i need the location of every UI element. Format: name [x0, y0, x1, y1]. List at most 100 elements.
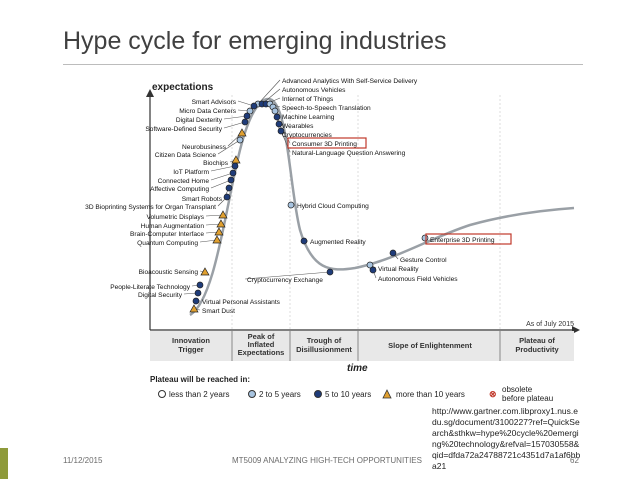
circle-marker-icon: [194, 289, 202, 297]
footer-accent-bar: [0, 448, 8, 479]
technology-label: Cryptocurrency Exchange: [247, 277, 323, 284]
leader-line: [223, 121, 246, 129]
technology-label: Volumetric Displays: [146, 214, 204, 221]
phase-peak: Peak of Inflated Expectations: [238, 332, 285, 357]
technology-label: Digital Dexterity: [176, 117, 223, 124]
circle-marker-icon: [300, 237, 308, 245]
legend-light-circle-icon: [248, 390, 256, 398]
circle-marker-icon: [192, 297, 200, 305]
legend-triangle-icon: [382, 389, 392, 399]
triangle-marker-icon: [237, 128, 247, 137]
legend-item: obsolete before plateau: [502, 385, 553, 403]
y-axis-label: expectations: [152, 82, 214, 93]
technology-label: Machine Learning: [282, 114, 335, 121]
source-url[interactable]: http://www.gartner.com.libproxy1.nus.edu…: [432, 406, 581, 471]
triangle-marker-icon: [216, 219, 226, 228]
triangle-marker-icon: [200, 267, 210, 276]
circle-marker-icon: [246, 107, 254, 115]
technology-label: Virtual Personal Assistants: [202, 299, 281, 306]
technology-label: Citizen Data Science: [155, 152, 217, 159]
circle-marker-icon: [366, 261, 374, 269]
technology-label: Gesture Control: [400, 257, 447, 264]
slide-title: Hype cycle for emerging industries: [63, 27, 447, 55]
leader-line: [210, 172, 234, 181]
triangle-marker-icon: [212, 235, 222, 244]
technology-label: Natural-Language Question Answering: [292, 150, 406, 157]
technology-markers: [183, 79, 429, 313]
technology-label: Brain-Computer Interface: [130, 231, 204, 238]
circle-marker-icon: [326, 268, 334, 276]
circle-marker-icon: [421, 234, 429, 242]
legend-dark-circle-icon: [314, 390, 322, 398]
y-axis-arrow: [146, 89, 154, 97]
phase-trough: Trough of Disillusionment: [296, 336, 352, 354]
technology-label: Software-Defined Security: [145, 126, 222, 133]
phase-band: [150, 331, 574, 361]
circle-marker-icon: [231, 162, 239, 170]
technology-label: Biochips: [203, 160, 229, 167]
technology-label: People-Literate Technology: [110, 284, 190, 291]
technology-label: Virtual Reality: [378, 266, 419, 273]
legend-obsolete-icon: ⊗: [489, 389, 497, 399]
technology-label: Consumer 3D Printing: [292, 141, 357, 148]
circle-marker-icon: [277, 127, 285, 135]
technology-label: Digital Security: [138, 292, 183, 299]
phase-slope: Slope of Enlightenment: [388, 341, 472, 350]
technology-label: Cryptocurrencies: [282, 132, 333, 139]
circle-marker-icon: [227, 176, 235, 184]
technology-label: Connected Home: [158, 178, 210, 185]
legend: less than 2 years 2 to 5 years 5 to 10 y…: [158, 385, 553, 403]
circle-marker-icon: [250, 102, 258, 110]
leader-line: [223, 115, 248, 120]
technology-label: Autonomous Field Vehicles: [378, 276, 458, 283]
leader-line: [244, 271, 331, 280]
legend-item: 5 to 10 years: [325, 390, 371, 399]
circle-marker-icon: [389, 249, 397, 257]
legend-item: less than 2 years: [169, 390, 229, 399]
technology-label: Neurobusiness: [182, 144, 227, 151]
circle-marker-icon: [241, 118, 249, 126]
technology-label: Advanced Analytics With Self-Service Del…: [282, 78, 418, 85]
footer-date: 11/12/2015: [63, 456, 103, 465]
technology-label: Smart Dust: [202, 308, 235, 315]
technology-label: Augmented Reality: [310, 239, 366, 246]
leader-line: [210, 179, 232, 189]
circle-marker-icon: [287, 201, 295, 209]
highlight-box: [425, 233, 512, 245]
circle-marker-icon: [236, 136, 244, 144]
technology-label: Smart Robots: [182, 196, 223, 203]
circle-marker-icon: [225, 184, 233, 192]
technology-label: Autonomous Vehicles: [282, 87, 346, 94]
leader-line: [217, 139, 241, 155]
triangle-marker-icon: [189, 304, 199, 313]
technology-label: Enterprise 3D Printing: [430, 237, 495, 244]
legend-open-circle-icon: [158, 390, 166, 398]
circle-marker-icon: [196, 281, 204, 289]
technology-label: Wearables: [282, 123, 314, 130]
technology-label: Affective Computing: [150, 186, 209, 193]
title-divider: [63, 64, 583, 65]
leader-line: [210, 165, 236, 172]
footer-course: MT5009 ANALYZING HIGH-TECH OPPORTUNITIES: [232, 456, 422, 465]
circle-marker-icon: [271, 107, 279, 115]
technology-label: Quantum Computing: [137, 240, 198, 247]
circle-marker-icon: [223, 193, 231, 201]
technology-label: 3D Bioprinting Systems for Organ Transpl…: [85, 204, 216, 211]
circle-marker-icon: [273, 113, 281, 121]
technology-labels: Advanced Analytics With Self-Service Del…: [85, 78, 512, 315]
phase-innovation-trigger: Innovation Trigger: [172, 336, 210, 354]
technology-label: IoT Platform: [173, 169, 209, 176]
leader-line: [257, 79, 281, 105]
technology-label: Speech-to-Speech Translation: [282, 105, 371, 112]
phase-plateau: Plateau of Productivity: [515, 336, 559, 354]
technology-label: Smart Advisors: [192, 99, 237, 106]
circle-marker-icon: [369, 266, 377, 274]
technology-label: Bioacoustic Sensing: [139, 269, 199, 276]
circle-marker-icon: [243, 112, 251, 120]
legend-item: 2 to 5 years: [259, 390, 301, 399]
technology-label: Micro Data Centers: [179, 108, 237, 115]
leader-line: [205, 214, 224, 217]
technology-label: Hybrid Cloud Computing: [297, 203, 369, 210]
circle-marker-icon: [275, 120, 283, 128]
